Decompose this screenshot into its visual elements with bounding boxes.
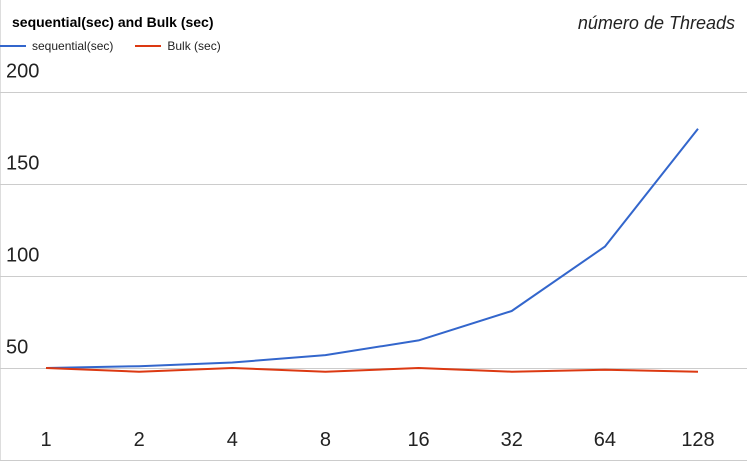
legend-swatch-bulk xyxy=(135,45,162,47)
legend-label-bulk: Bulk (sec) xyxy=(167,39,221,53)
y-tick-label-50: 50 xyxy=(6,337,28,359)
x-tick-label-8: 8 xyxy=(320,429,331,451)
x-tick-label-32: 32 xyxy=(501,429,523,451)
legend-item-sequential: sequential(sec) xyxy=(0,39,113,53)
series-line-bulk xyxy=(45,367,699,373)
y-tick-label-150: 150 xyxy=(6,153,39,175)
series-line-sequential xyxy=(45,128,699,369)
x-tick-label-64: 64 xyxy=(594,429,616,451)
left-border xyxy=(0,0,1,461)
x-axis-title: número de Threads xyxy=(577,13,735,33)
y-tick-label-200: 200 xyxy=(6,61,39,83)
legend: sequential(sec) Bulk (sec) xyxy=(0,39,243,53)
x-tick-label-1: 1 xyxy=(40,429,51,451)
x-tick-label-16: 16 xyxy=(407,429,429,451)
y-tick-label-100: 100 xyxy=(6,245,39,267)
chart-title: sequential(sec) and Bulk (sec) xyxy=(12,14,214,30)
x-tick-label-2: 2 xyxy=(134,429,145,451)
legend-label-sequential: sequential(sec) xyxy=(32,39,114,53)
x-tick-label-128: 128 xyxy=(681,429,714,451)
x-tick-label-4: 4 xyxy=(227,429,238,451)
legend-item-bulk: Bulk (sec) xyxy=(135,39,221,53)
legend-swatch-sequential xyxy=(0,45,26,47)
